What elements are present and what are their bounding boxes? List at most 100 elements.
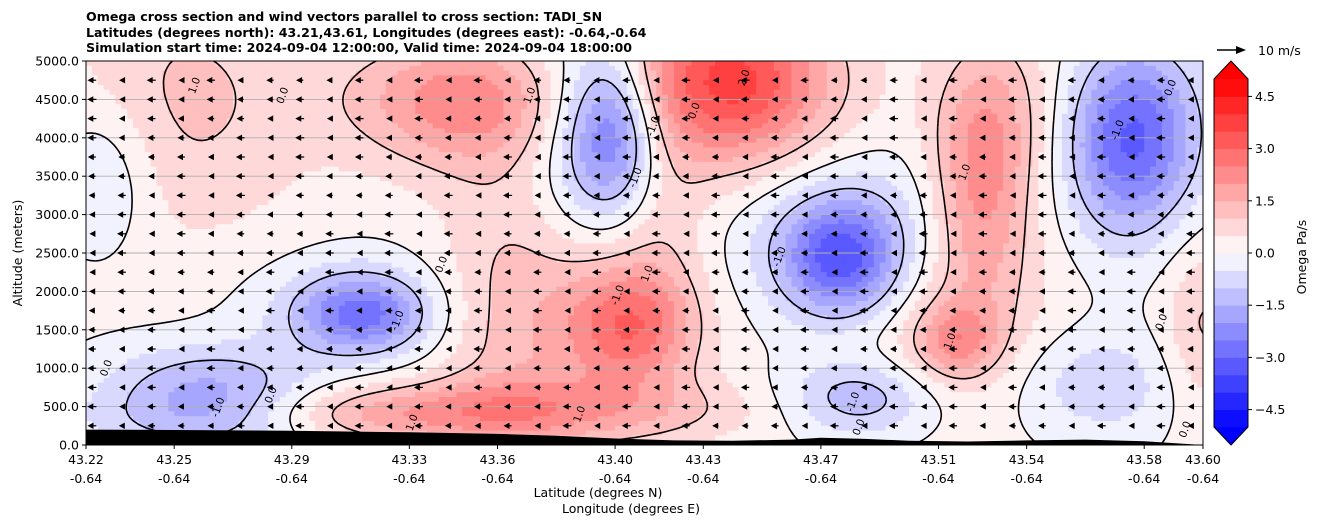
omega-cell: [397, 80, 405, 86]
omega-cell: [338, 99, 346, 105]
omega-cell: [703, 80, 710, 86]
omega-cell: [191, 157, 199, 163]
omega-cell: [327, 147, 334, 153]
omega-cell: [168, 94, 175, 100]
omega-cell: [609, 118, 616, 124]
omega-cell: [967, 128, 975, 134]
omega-cell: [779, 157, 787, 163]
omega-cell: [809, 181, 816, 187]
omega-cell: [315, 104, 322, 110]
omega-cell: [1044, 61, 1051, 67]
omega-cell: [479, 118, 487, 124]
omega-cell: [315, 94, 322, 100]
omega-cell: [626, 89, 634, 96]
omega-cell: [685, 142, 693, 148]
omega-cell: [1173, 80, 1181, 86]
omega-cell: [809, 70, 816, 76]
omega-cell: [879, 161, 887, 168]
omega-cell: [321, 181, 328, 187]
omega-cell: [803, 80, 810, 86]
omega-cell: [1079, 65, 1087, 72]
omega-cell: [1150, 118, 1157, 124]
omega-cell: [191, 152, 199, 158]
omega-cell: [438, 161, 446, 168]
omega-cell: [779, 75, 787, 81]
omega-cell: [726, 181, 734, 187]
omega-cell: [803, 176, 810, 182]
omega-cell: [1179, 80, 1186, 86]
omega-cell: [903, 75, 910, 81]
omega-cell: [909, 89, 916, 96]
omega-cell: [873, 133, 881, 139]
omega-cell: [891, 142, 898, 148]
omega-cell: [315, 61, 322, 67]
omega-cell: [615, 61, 622, 67]
omega-cell: [1056, 157, 1063, 163]
omega-cell: [1079, 113, 1087, 120]
omega-cell: [426, 75, 434, 81]
omega-cell: [897, 75, 904, 81]
omega-cell: [867, 128, 875, 134]
omega-cell: [620, 152, 628, 158]
omega-cell: [321, 113, 328, 120]
omega-cell: [426, 147, 434, 153]
omega-cell: [944, 123, 951, 129]
omega-cell: [885, 109, 893, 115]
omega-cell: [797, 75, 804, 81]
omega-cell: [432, 137, 440, 144]
omega-cell: [744, 123, 751, 129]
omega-cell: [820, 80, 828, 86]
omega-cell: [138, 61, 146, 67]
omega-cell: [432, 113, 440, 120]
omega-cell: [1173, 118, 1181, 124]
omega-cell: [920, 176, 928, 182]
omega-cell: [685, 161, 693, 168]
omega-cell: [662, 113, 669, 120]
omega-cell: [920, 99, 928, 105]
omega-cell: [256, 109, 263, 115]
omega-cell: [1120, 181, 1128, 187]
omega-cell: [1185, 176, 1192, 182]
omega-cell: [791, 94, 798, 100]
omega-cell: [532, 161, 540, 168]
omega-cell: [985, 161, 992, 168]
omega-cell: [338, 147, 346, 153]
omega-cell: [573, 70, 581, 76]
omega-cell: [1197, 85, 1203, 91]
omega-cell: [150, 137, 158, 144]
omega-cell: [732, 65, 740, 72]
omega-cell: [862, 157, 869, 163]
omega-cell: [932, 113, 940, 120]
omega-cell: [385, 161, 393, 168]
omega-cell: [1197, 133, 1203, 139]
omega-cell: [215, 166, 222, 172]
omega-cell: [1155, 123, 1163, 129]
omega-cell: [356, 166, 363, 172]
omega-cell: [321, 85, 328, 91]
omega-cell: [809, 142, 816, 148]
omega-cell: [415, 166, 422, 172]
omega-cell: [532, 104, 540, 110]
omega-cell: [1008, 133, 1016, 139]
omega-cell: [1085, 137, 1092, 144]
omega-cell: [150, 104, 158, 110]
omega-cell: [121, 171, 128, 177]
omega-cell: [673, 99, 681, 105]
omega-cell: [1003, 181, 1010, 187]
omega-cell: [862, 181, 869, 187]
omega-cell: [1150, 142, 1157, 148]
omega-cell: [909, 61, 916, 67]
omega-cell: [474, 166, 481, 172]
omega-cell: [879, 118, 887, 124]
omega-cell: [115, 166, 122, 172]
omega-cell: [562, 123, 569, 129]
omega-cell: [91, 89, 99, 96]
omega-cell: [1191, 133, 1198, 139]
omega-cell: [597, 176, 604, 182]
omega-cell: [1173, 133, 1181, 139]
omega-cell: [156, 70, 164, 76]
omega-cell: [86, 104, 93, 110]
omega-cell: [103, 85, 111, 91]
omega-cell: [668, 137, 675, 144]
omega-cell: [662, 147, 669, 153]
